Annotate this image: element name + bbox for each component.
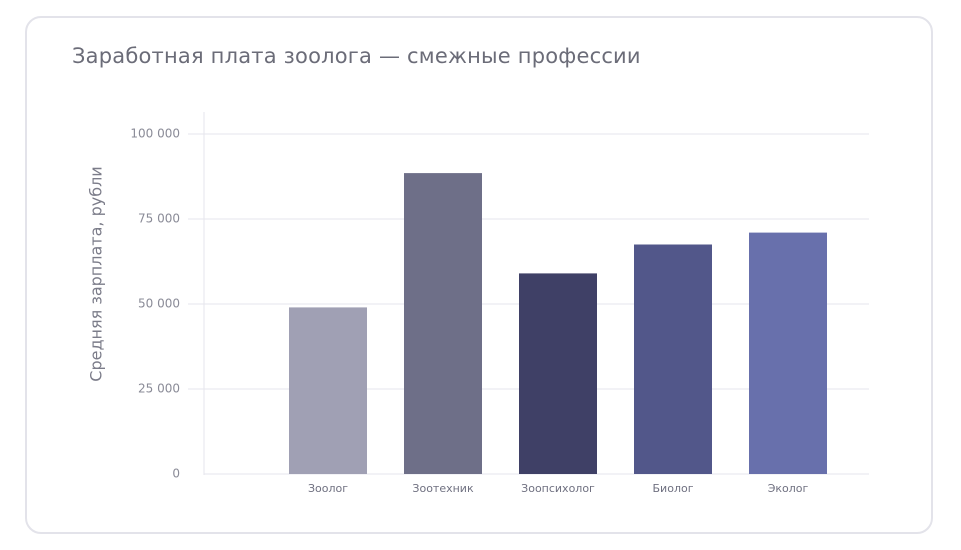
y-tick-label: 50 000 xyxy=(138,297,180,311)
x-tick-label: Зоопсихолог xyxy=(521,482,595,495)
x-tick-label: Биолог xyxy=(653,482,694,495)
x-tick-label: Зоолог xyxy=(308,482,348,495)
bar xyxy=(634,244,712,474)
bars xyxy=(289,173,827,474)
y-tick-label: 100 000 xyxy=(130,127,180,141)
x-tick-labels: Зоолог Зоотехник Зоопсихолог Биолог Эколог xyxy=(308,482,809,495)
x-tick-label: Зоотехник xyxy=(412,482,474,495)
y-tick-label: 0 xyxy=(172,467,180,481)
x-tick-label: Эколог xyxy=(768,482,809,495)
y-tick-label: 25 000 xyxy=(138,382,180,396)
chart-title: Заработная плата зоолога — смежные профе… xyxy=(72,44,641,68)
y-axis-title: Средняя зарплата, рубли xyxy=(87,166,106,381)
bar xyxy=(289,307,367,474)
bar xyxy=(749,232,827,474)
bar xyxy=(519,273,597,474)
y-tick-label: 75 000 xyxy=(138,212,180,226)
y-tick-labels: 0 25 000 50 000 75 000 100 000 xyxy=(130,127,180,481)
bar xyxy=(404,173,482,474)
